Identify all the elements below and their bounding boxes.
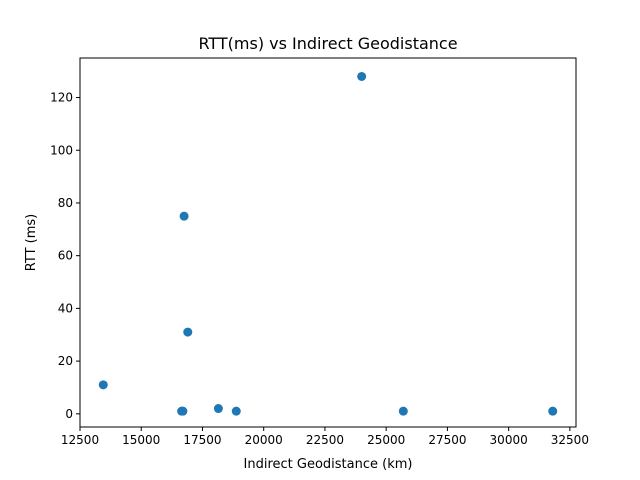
data-point — [179, 211, 189, 221]
y-tick-label: 60 — [58, 249, 73, 263]
data-point — [178, 406, 188, 416]
chart-title: RTT(ms) vs Indirect Geodistance — [198, 34, 457, 53]
plot-frame — [79, 57, 577, 428]
data-point — [98, 380, 108, 390]
data-points — [98, 71, 558, 416]
y-tick-label: 100 — [50, 143, 73, 157]
y-tick-label: 0 — [65, 407, 73, 421]
data-point — [398, 406, 408, 416]
y-axis: 0 20 40 60 80 100 120 — [50, 91, 80, 421]
data-point — [183, 327, 193, 337]
y-tick-label: 80 — [58, 196, 73, 210]
x-tick-label: 12500 — [61, 433, 99, 447]
y-tick-label: 40 — [58, 301, 73, 315]
x-tick-label: 22500 — [306, 433, 344, 447]
data-point — [213, 404, 223, 414]
x-tick-label: 20000 — [245, 433, 283, 447]
x-tick-label: 25000 — [367, 433, 405, 447]
x-tick-label: 30000 — [490, 433, 528, 447]
x-axis-label: Indirect Geodistance (km) — [244, 457, 413, 472]
x-tick-label: 17500 — [183, 433, 221, 447]
data-point — [548, 406, 558, 416]
y-axis-label: RTT (ms) — [24, 214, 39, 271]
x-tick-label: 27500 — [428, 433, 466, 447]
x-tick-label: 32500 — [551, 433, 589, 447]
y-tick-label: 120 — [50, 91, 73, 105]
y-tick-label: 20 — [58, 354, 73, 368]
x-tick-label: 15000 — [122, 433, 160, 447]
data-point — [357, 71, 367, 81]
x-axis: 12500 15000 17500 20000 22500 25000 27500 30000… — [61, 427, 589, 447]
data-point — [231, 406, 241, 416]
